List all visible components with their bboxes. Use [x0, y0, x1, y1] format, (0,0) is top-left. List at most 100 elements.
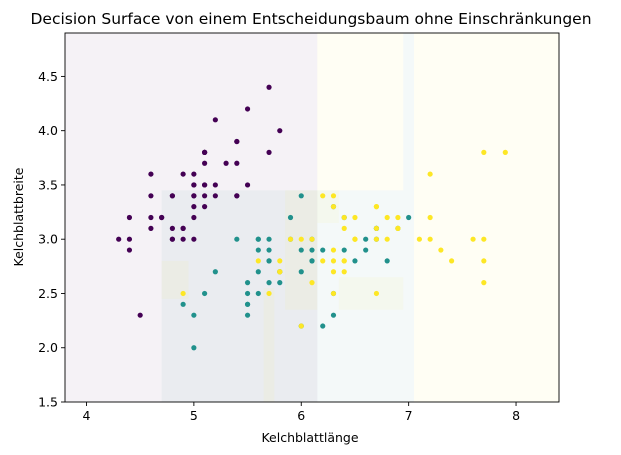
y-axis-label: Kelchblattbreite [11, 167, 26, 266]
point-class-0 [234, 160, 240, 166]
point-class-0 [234, 193, 240, 199]
y-tick-label: 1.5 [38, 395, 58, 410]
point-class-0 [180, 236, 186, 242]
point-class-0 [266, 84, 272, 90]
point-class-2 [330, 290, 337, 297]
point-class-1 [255, 269, 261, 275]
point-class-1 [352, 258, 358, 264]
point-class-2 [384, 214, 390, 221]
point-class-1 [266, 247, 272, 253]
point-class-0 [212, 182, 218, 188]
point-class-2 [373, 236, 380, 242]
point-class-2 [373, 290, 380, 297]
point-class-2 [330, 193, 337, 199]
point-class-2 [180, 290, 186, 297]
point-class-0 [137, 312, 143, 318]
point-class-0 [202, 193, 208, 199]
point-class-1 [330, 312, 337, 318]
point-class-2 [309, 280, 315, 286]
point-class-1 [309, 258, 315, 264]
y-tick-label: 4.5 [38, 69, 58, 84]
y-tick-label: 2.0 [38, 340, 58, 355]
point-class-1 [277, 280, 283, 286]
point-class-0 [191, 236, 197, 242]
point-class-0 [202, 149, 208, 155]
decision-region-class-1 [161, 190, 415, 402]
point-class-2 [298, 236, 304, 242]
point-class-2 [277, 258, 283, 264]
point-class-0 [202, 182, 208, 188]
point-class-1 [212, 269, 218, 275]
point-class-1 [244, 280, 251, 286]
point-class-0 [126, 236, 133, 242]
point-class-1 [266, 258, 272, 264]
y-axis: 1.5 2.0 2.5 3.0 3.5 4.0 4.5 [38, 69, 65, 410]
point-class-2 [341, 225, 347, 231]
point-class-0 [277, 128, 283, 134]
x-axis: 4 5 6 7 8 [83, 402, 520, 423]
point-class-2 [395, 225, 401, 231]
point-class-2 [449, 258, 455, 264]
point-class-2 [481, 236, 487, 242]
y-tick-label: 3.0 [38, 232, 58, 247]
point-class-0 [126, 247, 133, 253]
decision-region-class-0 [65, 33, 318, 402]
decision-region-class-2 [338, 277, 404, 310]
point-class-1 [341, 247, 347, 253]
point-class-2 [470, 236, 476, 242]
point-class-1 [244, 301, 251, 307]
point-class-1 [244, 290, 251, 297]
point-class-2 [438, 247, 444, 253]
point-class-0 [244, 182, 251, 188]
point-class-0 [169, 193, 175, 199]
y-tick-label: 3.5 [38, 177, 58, 192]
y-tick-label: 2.5 [38, 286, 58, 301]
point-class-2 [373, 225, 380, 231]
point-class-0 [148, 193, 154, 199]
point-class-1 [244, 312, 251, 318]
plot-frame [64, 32, 560, 403]
point-class-2 [320, 193, 326, 199]
point-class-1 [320, 247, 326, 253]
point-class-0 [126, 214, 133, 221]
point-class-2 [255, 258, 261, 264]
point-class-2 [481, 280, 487, 286]
point-class-2 [341, 214, 347, 221]
point-class-2 [309, 236, 315, 242]
chart-title: Decision Surface von einem Entscheidungs… [30, 10, 591, 28]
point-class-2 [384, 236, 390, 242]
point-class-2 [352, 214, 358, 221]
point-class-1 [298, 193, 304, 199]
point-class-2 [341, 269, 347, 275]
point-class-2 [277, 269, 283, 275]
point-class-2 [416, 236, 422, 242]
decision-region-class-2 [414, 33, 559, 402]
point-class-1 [320, 323, 326, 329]
point-class-2 [395, 214, 401, 221]
point-class-1 [266, 280, 272, 286]
point-class-2 [427, 214, 433, 221]
point-class-1 [309, 247, 315, 253]
x-tick-label: 7 [405, 408, 413, 423]
point-class-1 [266, 236, 272, 242]
point-class-0 [202, 204, 208, 210]
point-class-0 [159, 214, 165, 221]
point-class-1 [298, 269, 304, 275]
point-class-2 [330, 269, 337, 275]
point-class-0 [169, 225, 175, 231]
point-class-0 [191, 182, 197, 188]
point-class-2 [330, 258, 337, 264]
point-class-0 [212, 193, 218, 199]
point-class-0 [191, 171, 197, 177]
point-class-0 [244, 106, 251, 112]
point-class-2 [320, 258, 326, 264]
point-class-0 [202, 160, 208, 166]
point-class-1 [191, 312, 197, 318]
point-class-0 [266, 149, 272, 155]
data-points [116, 84, 508, 351]
point-class-2 [266, 290, 272, 297]
point-class-2 [502, 149, 508, 155]
point-class-1 [363, 236, 369, 242]
point-class-1 [298, 247, 304, 253]
